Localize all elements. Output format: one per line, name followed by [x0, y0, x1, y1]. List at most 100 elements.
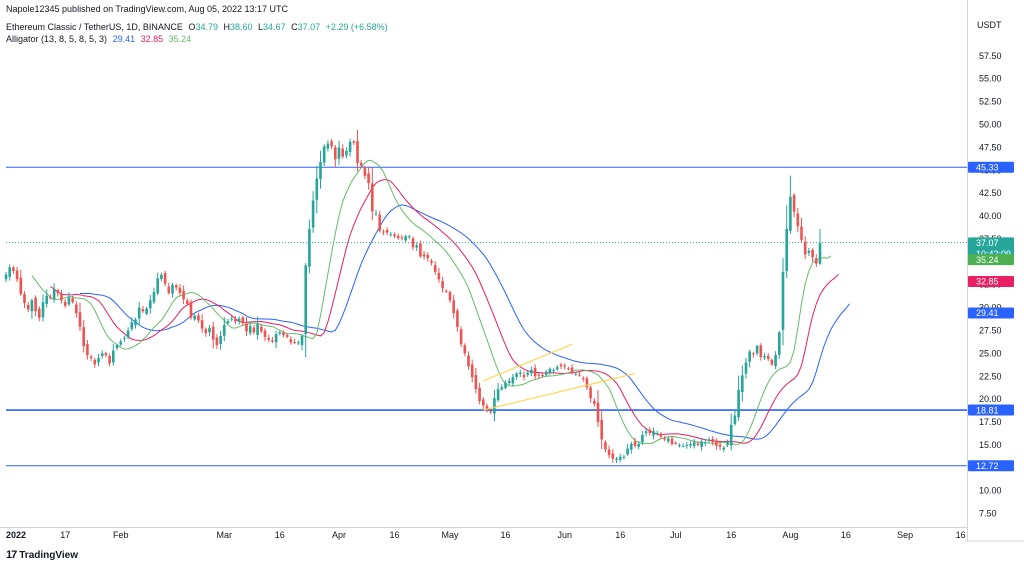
candle-body	[608, 449, 611, 455]
price-tick-label: 25.00	[979, 348, 1002, 358]
price-label-text: 35.24	[976, 255, 999, 265]
candle-body	[301, 336, 304, 345]
candle-body	[223, 325, 226, 336]
candle-body	[708, 439, 711, 440]
candle-body	[397, 236, 400, 238]
candle-body	[556, 367, 559, 369]
candle-body	[719, 445, 722, 447]
candle-body	[737, 390, 740, 417]
price-tick-label: 10.00	[979, 486, 1002, 496]
candle-body	[656, 433, 659, 434]
candle-body	[649, 430, 652, 433]
candle-body	[523, 375, 526, 377]
candle-body	[715, 441, 718, 446]
candle-body	[819, 243, 822, 264]
candle-body	[286, 335, 289, 337]
price-label-text: 12.72	[976, 461, 999, 471]
time-tick-label: 16	[841, 530, 851, 540]
candle-body	[663, 438, 666, 439]
candle-body	[97, 358, 100, 362]
candle-body	[386, 230, 389, 233]
published-text: Napole12345 published on TradingView.com…	[6, 4, 288, 14]
price-tick-label: 55.00	[979, 74, 1002, 84]
candle-body	[641, 435, 644, 442]
candle-body	[34, 298, 37, 312]
candle-body	[660, 434, 663, 437]
candle-body	[652, 431, 655, 435]
candle-body	[90, 357, 93, 358]
horizontal-lines	[6, 167, 967, 466]
candle-body	[212, 327, 215, 340]
time-tick-label: 16	[956, 530, 966, 540]
time-axis[interactable]: 2022 17 Feb Mar 16 Apr 16 May 16 Jun 16 Jul 16 Aug 16 S…	[0, 528, 1024, 542]
price-tick-label: 40.00	[979, 211, 1002, 221]
candle-body	[16, 270, 19, 279]
candle-body	[452, 300, 455, 313]
tradingview-logo[interactable]: 17 TradingView	[6, 549, 78, 561]
candle-body	[678, 445, 681, 446]
candle-body	[575, 374, 578, 375]
candle-body	[674, 443, 677, 444]
candle-body	[112, 351, 115, 363]
candle-body	[771, 360, 774, 364]
price-label-text: 29.41	[976, 308, 999, 318]
candle-body	[27, 305, 30, 310]
candle-body	[367, 173, 370, 183]
candle-body	[290, 339, 293, 342]
candle-body	[271, 340, 274, 341]
price-label: 45.33	[968, 162, 1014, 173]
candle-body	[345, 151, 348, 155]
candle-body	[804, 242, 807, 255]
candle-body	[8, 267, 11, 276]
indicator-legend[interactable]: Alligator (13, 8, 5, 8, 5, 3) 29.41 32.8…	[6, 34, 194, 44]
candle-body	[86, 344, 89, 355]
candle-body	[723, 448, 726, 450]
candle-body	[478, 388, 481, 401]
price-axis[interactable]: USDT7.5010.0012.5015.0017.5020.0022.5025…	[968, 0, 1003, 541]
time-tick-label: Feb	[113, 530, 129, 540]
price-label: 12.72	[968, 460, 1014, 471]
trend-lines[interactable]	[483, 344, 635, 410]
time-tick-label: May	[441, 530, 459, 540]
candle-body	[508, 381, 511, 383]
time-tick-label: Mar	[217, 530, 233, 540]
candle-body	[64, 302, 67, 306]
candle-body	[105, 353, 108, 355]
candle-body	[471, 364, 474, 377]
candle-body	[312, 200, 315, 227]
candle-body	[142, 309, 145, 311]
candle-body	[482, 399, 485, 405]
price-tick-label: 27.50	[979, 325, 1002, 335]
time-tick-label: Jun	[557, 530, 572, 540]
candle-body	[82, 327, 85, 346]
candle-body	[245, 323, 248, 331]
candle-body	[567, 368, 570, 369]
candle-body	[782, 272, 785, 330]
candle-body	[216, 338, 219, 346]
candle-body	[515, 374, 518, 377]
candle-body	[253, 328, 256, 333]
candle-body	[808, 251, 811, 253]
symbol-legend[interactable]: Ethereum Classic / TetherUS, 1D, BINANCE…	[6, 22, 391, 32]
candle-body	[131, 322, 134, 329]
candle-body	[541, 375, 544, 376]
candle-body	[160, 275, 163, 279]
candle-body	[441, 281, 444, 288]
candle-body	[789, 197, 792, 231]
candle-body	[689, 444, 692, 445]
time-tick-label: 2022	[6, 530, 26, 540]
candle-body	[360, 163, 363, 166]
time-tick-label: 16	[726, 530, 736, 540]
jaw-value: 29.41	[113, 34, 136, 44]
candle-body	[334, 147, 337, 159]
price-tick-label: 47.50	[979, 142, 1002, 152]
candle-body	[127, 330, 130, 337]
candle-body	[445, 291, 448, 292]
candle-body	[75, 305, 78, 314]
candle-body	[227, 321, 230, 323]
time-tick-label: Apr	[332, 530, 346, 540]
candle-body	[800, 227, 803, 240]
candle-body	[427, 255, 430, 258]
candle-body	[282, 332, 285, 335]
